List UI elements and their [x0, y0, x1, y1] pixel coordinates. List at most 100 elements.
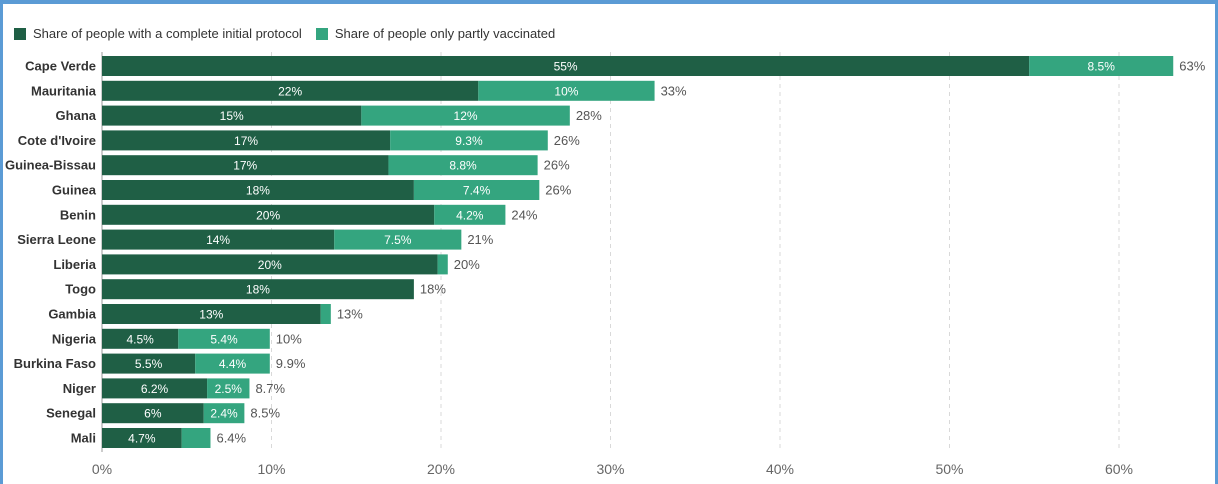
data-label-partial: 12%: [454, 109, 478, 123]
bar-segment-partial: [178, 328, 270, 349]
category-label: Mauritania: [31, 83, 97, 98]
total-label: 10%: [276, 331, 302, 346]
data-label-complete: 17%: [234, 134, 258, 148]
bar-segment-complete: [102, 378, 208, 399]
data-label-complete: 55%: [554, 60, 578, 74]
legend-swatch-partial: [315, 27, 328, 40]
category-label: Liberia: [53, 257, 96, 272]
data-label-complete: 6.2%: [141, 382, 169, 396]
total-label: 21%: [467, 232, 493, 247]
category-label: Ghana: [56, 108, 97, 123]
data-label-complete: 4.5%: [126, 332, 154, 346]
data-label-complete: 6%: [144, 407, 162, 421]
category-label: Guinea: [52, 183, 97, 198]
bar-segment-complete: [102, 180, 414, 200]
legend-label-complete: Share of people with a complete initial …: [33, 26, 302, 41]
total-label: 26%: [544, 158, 570, 173]
bar-segment-complete: [102, 353, 196, 374]
data-label-partial: 4.4%: [219, 357, 247, 371]
bar-segment-complete: [102, 56, 1030, 76]
x-tick-label: 40%: [766, 461, 794, 477]
data-label-partial: 7.5%: [384, 233, 412, 247]
category-label: Gambia: [48, 307, 96, 322]
category-label: Sierra Leone: [17, 232, 96, 247]
category-label: Mali: [71, 431, 96, 446]
x-tick-label: 20%: [427, 461, 455, 477]
category-label: Cote d'Ivoire: [18, 133, 96, 148]
total-label: 28%: [576, 108, 602, 123]
bar-segment-partial: [334, 229, 462, 250]
data-label-complete: 13%: [199, 308, 223, 322]
legend-item-partial[interactable]: Share of people only partly vaccinated: [315, 26, 555, 41]
category-label: Senegal: [46, 406, 96, 421]
total-label: 8.7%: [255, 381, 285, 396]
total-label: 26%: [545, 183, 571, 198]
data-label-partial: 2.5%: [215, 382, 243, 396]
bar-segment-complete: [102, 229, 335, 250]
bar-segment-complete: [102, 105, 362, 126]
bar-segment-partial: [390, 130, 548, 151]
x-tick-label: 50%: [935, 461, 963, 477]
bar-segment-complete: [102, 155, 389, 176]
bar-segment-complete: [102, 403, 204, 424]
total-label: 33%: [661, 83, 687, 98]
bar-segment-partial: [207, 378, 250, 399]
bar-segment-complete: [102, 254, 438, 275]
data-label-partial: 8.8%: [449, 159, 477, 173]
bar-segment-partial: [413, 180, 540, 200]
data-label-complete: 18%: [246, 283, 270, 297]
total-label: 8.5%: [250, 406, 280, 421]
legend-item-complete[interactable]: Share of people with a complete initial …: [14, 26, 302, 41]
category-label: Benin: [60, 207, 96, 222]
category-label: Niger: [63, 381, 96, 396]
category-label: Burkina Faso: [14, 356, 96, 371]
category-label: Togo: [65, 282, 96, 297]
data-label-partial: 9.3%: [455, 134, 483, 148]
data-label-complete: 18%: [246, 184, 270, 198]
bar-segment-partial: [437, 254, 448, 275]
total-label: 9.9%: [276, 356, 306, 371]
category-label: Guinea-Bissau: [5, 158, 96, 173]
bar-segment-complete: [102, 304, 321, 324]
data-label-partial: 8.5%: [1088, 60, 1116, 74]
x-tick-label: 10%: [257, 461, 285, 477]
bar-segment-partial: [388, 155, 538, 176]
bar-segment-complete: [102, 130, 391, 151]
total-label: 13%: [337, 307, 363, 322]
data-label-complete: 14%: [206, 233, 230, 247]
data-label-partial: 5.4%: [210, 332, 238, 346]
data-label-complete: 15%: [220, 109, 244, 123]
bar-segment-partial: [1029, 56, 1174, 76]
data-label-complete: 20%: [256, 208, 280, 222]
bar-segment-partial: [320, 304, 331, 324]
data-label-complete: 20%: [258, 258, 282, 272]
x-tick-label: 30%: [596, 461, 624, 477]
category-label: Nigeria: [52, 331, 97, 346]
x-tick-label: 0%: [92, 461, 112, 477]
data-label-partial: 10%: [554, 84, 578, 98]
legend: Share of people with a complete initial …: [14, 26, 569, 41]
data-label-partial: 7.4%: [463, 184, 491, 198]
data-label-complete: 17%: [233, 159, 257, 173]
total-label: 26%: [554, 133, 580, 148]
data-label-partial: 4.2%: [456, 208, 484, 222]
data-label-partial: 2.4%: [210, 407, 238, 421]
bar-segment-complete: [102, 80, 479, 101]
bar-segment-complete: [102, 204, 435, 225]
legend-swatch-complete: [14, 27, 26, 40]
data-label-complete: 4.7%: [128, 432, 156, 446]
total-label: 6.4%: [216, 431, 246, 446]
bar-segment-complete: [102, 328, 179, 349]
total-label: 18%: [420, 282, 446, 297]
category-label: Cape Verde: [25, 59, 96, 74]
total-label: 24%: [511, 207, 537, 222]
bar-segment-partial: [195, 353, 270, 374]
bar-segment-complete: [102, 279, 414, 300]
bar-segment-partial: [478, 80, 655, 101]
data-label-complete: 22%: [278, 84, 302, 98]
bar-segment-partial: [361, 105, 570, 126]
total-label: 63%: [1179, 59, 1205, 74]
data-label-complete: 5.5%: [135, 357, 163, 371]
